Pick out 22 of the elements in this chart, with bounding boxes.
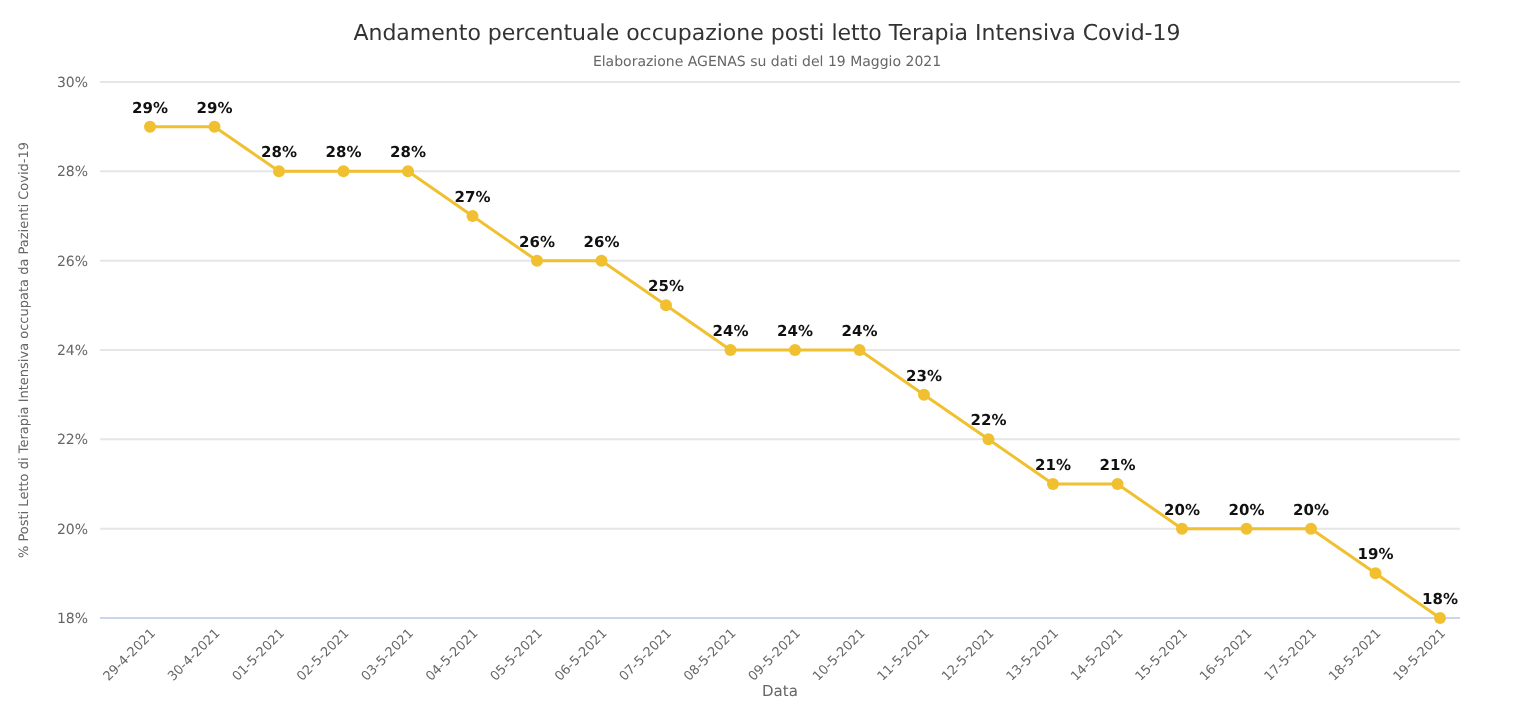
point [1369, 567, 1382, 580]
point [1111, 478, 1124, 490]
point [466, 210, 479, 222]
point [724, 344, 737, 356]
point [853, 344, 866, 356]
point [402, 165, 414, 178]
point [1305, 522, 1317, 535]
point [144, 120, 156, 133]
point [531, 254, 543, 267]
point [273, 165, 285, 178]
point [789, 344, 801, 356]
point [1434, 612, 1446, 624]
point [982, 433, 995, 446]
point [337, 165, 350, 178]
chart-title: Andamento percentuale occupazione posti letto Terapia Intensiva Covid-19 [353, 20, 1181, 46]
point [660, 299, 672, 312]
point [1047, 478, 1059, 490]
point [1176, 522, 1188, 535]
point [1240, 522, 1253, 535]
point [595, 254, 608, 267]
point [208, 120, 221, 133]
point [918, 388, 930, 401]
